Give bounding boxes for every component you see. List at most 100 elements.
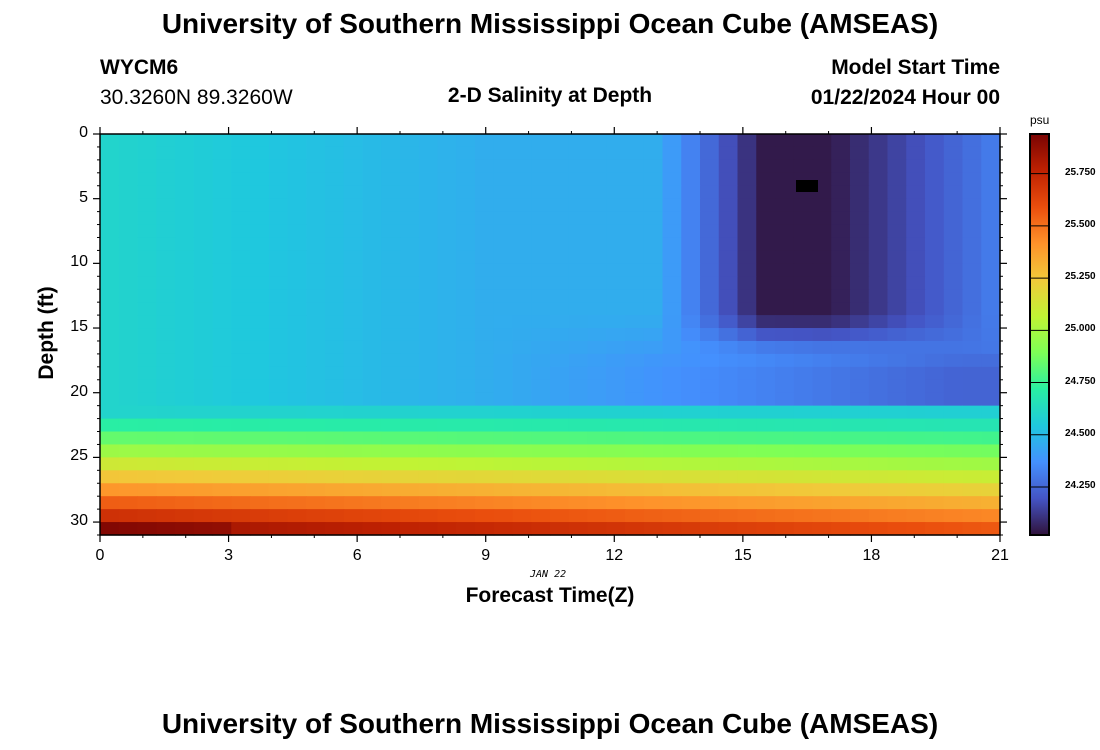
heatmap-cell — [231, 340, 251, 355]
heatmap-cell — [681, 237, 701, 252]
heatmap-cell — [493, 211, 514, 226]
heatmap-cell — [662, 470, 682, 484]
heatmap-cell — [962, 444, 982, 458]
heatmap-cell — [118, 431, 139, 446]
heatmap-cell — [625, 418, 645, 433]
heatmap-cell — [118, 457, 139, 471]
heatmap-cell — [587, 496, 607, 510]
heatmap-cell — [868, 340, 889, 355]
heatmap-cell — [381, 418, 401, 433]
heatmap-cell — [400, 211, 420, 226]
heatmap-cell — [793, 353, 814, 368]
heatmap-cell — [475, 340, 495, 355]
heatmap-cell — [850, 522, 870, 536]
heatmap-cell — [981, 211, 1001, 226]
heatmap-cell — [962, 198, 982, 213]
heatmap-cell — [156, 263, 176, 277]
heatmap-cell — [606, 224, 626, 239]
heatmap-cell — [812, 483, 832, 497]
heatmap-cell — [775, 263, 795, 277]
heatmap-cell — [868, 496, 889, 510]
y-tick-label: 10 — [70, 253, 88, 271]
heatmap-cell — [493, 392, 514, 407]
heatmap-cell — [681, 185, 701, 200]
heatmap-cell — [325, 134, 345, 148]
heatmap-cell — [550, 237, 570, 252]
heatmap-cell — [475, 211, 495, 226]
heatmap-cell — [737, 224, 757, 239]
heatmap-cell — [343, 211, 364, 226]
heatmap-cell — [137, 289, 157, 303]
heatmap-cell — [943, 509, 964, 523]
heatmap-cell — [493, 159, 514, 174]
heatmap-cell — [643, 172, 664, 187]
heatmap-cell — [343, 340, 364, 355]
heatmap-cell — [287, 328, 307, 342]
heatmap-cell — [868, 509, 889, 523]
heatmap-cell — [681, 134, 701, 148]
heatmap-cell — [737, 379, 757, 394]
heatmap-cell — [137, 237, 157, 252]
heatmap-cell — [531, 263, 551, 277]
heatmap-cell — [306, 289, 326, 303]
heatmap-cell — [700, 198, 720, 213]
heatmap-cell — [756, 418, 776, 433]
heatmap-cell — [550, 289, 570, 303]
heatmap-cell — [756, 198, 776, 213]
heatmap-cell — [606, 418, 626, 433]
heatmap-cell — [643, 340, 664, 355]
heatmap-cell — [456, 263, 476, 277]
heatmap-cell — [962, 379, 982, 394]
heatmap-cell — [775, 509, 795, 523]
heatmap-cell — [362, 392, 382, 407]
heatmap-cell — [662, 483, 682, 497]
heatmap-cell — [175, 353, 195, 368]
heatmap-cell — [212, 185, 232, 200]
heatmap-cell — [418, 470, 439, 484]
heatmap-cell — [700, 185, 720, 200]
heatmap-cell — [775, 134, 795, 148]
heatmap-cell — [493, 444, 514, 458]
heatmap-cell — [831, 159, 851, 174]
heatmap-cell — [437, 211, 457, 226]
heatmap-cell — [981, 198, 1001, 213]
heatmap-cell — [493, 509, 514, 523]
heatmap-cell — [850, 353, 870, 368]
heatmap-cell — [775, 315, 795, 329]
heatmap-cell — [268, 250, 289, 264]
heatmap-cell — [793, 315, 814, 329]
heatmap-cell — [381, 470, 401, 484]
heatmap-cell — [625, 509, 645, 523]
heatmap-cell — [362, 134, 382, 148]
heatmap-cell — [156, 185, 176, 200]
heatmap-cell — [212, 483, 232, 497]
heatmap-cell — [550, 250, 570, 264]
heatmap-cell — [287, 237, 307, 252]
heatmap-cell — [943, 224, 964, 239]
heatmap-cell — [606, 457, 626, 471]
heatmap-cell — [137, 431, 157, 446]
heatmap-cell — [231, 146, 251, 161]
heatmap-cell — [156, 328, 176, 342]
heatmap-cell — [137, 457, 157, 471]
heatmap-cell — [400, 366, 420, 381]
heatmap-cell — [868, 250, 889, 264]
heatmap-cell — [531, 185, 551, 200]
heatmap-cell — [381, 431, 401, 446]
heatmap-cell — [268, 444, 289, 458]
heatmap-cell — [231, 418, 251, 433]
heatmap-cell — [887, 457, 907, 471]
heatmap-cell — [775, 172, 795, 187]
heatmap-cell — [906, 315, 926, 329]
heatmap-cell — [737, 444, 757, 458]
heatmap-cell — [475, 276, 495, 290]
heatmap-cell — [118, 418, 139, 433]
heatmap-cell — [606, 444, 626, 458]
heatmap-cell — [437, 431, 457, 446]
heatmap-cell — [437, 302, 457, 316]
heatmap-cell — [887, 146, 907, 161]
heatmap-cell — [587, 159, 607, 174]
heatmap-cell — [568, 340, 589, 355]
heatmap-cell — [943, 263, 964, 277]
heatmap-cell — [156, 172, 176, 187]
